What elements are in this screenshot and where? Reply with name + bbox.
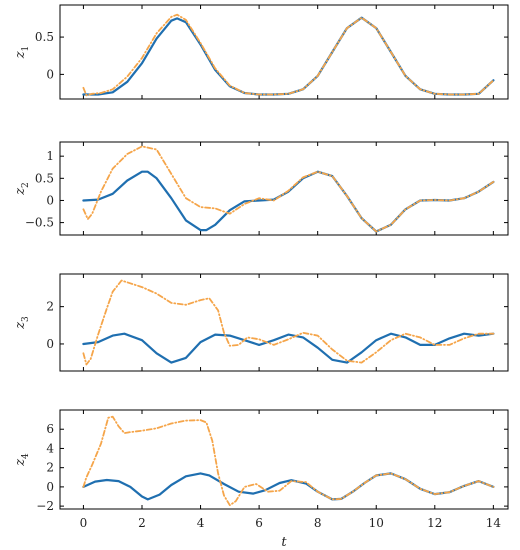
panel-3-ytick-label: 0 (46, 337, 54, 351)
panel-2-ylabel: z2 (13, 182, 31, 196)
panel-4-frame (59, 409, 509, 510)
panel-1-series-1-line (82, 16, 495, 96)
xtick-label: 10 (369, 516, 384, 530)
panel-1-ytick-label: 0 (46, 67, 54, 81)
panel-4-ytick-label: −2 (36, 499, 54, 513)
panel-2-frame (59, 141, 509, 236)
xtick-label: 0 (80, 516, 88, 530)
xtick-label: 4 (197, 516, 205, 530)
panel-3-ylabel: z3 (13, 316, 31, 330)
panel-3-frame (59, 273, 509, 372)
panel-4-ytick-label: 4 (46, 441, 54, 455)
panel-2-ytick-label: 0.5 (35, 171, 54, 185)
panel-1-ylabel: z1 (13, 46, 31, 60)
x-axis-label: t (281, 535, 287, 550)
panel-4-series-1-line (82, 472, 495, 501)
panel-2-ytick-label: 0 (46, 193, 54, 207)
xtick-label: 2 (138, 516, 146, 530)
panel-4-series-2-line (82, 415, 495, 507)
xtick-label: 12 (427, 516, 442, 530)
panel-1-frame (59, 4, 509, 100)
panel-2-ytick-label: 1 (46, 149, 54, 163)
panel-3-ytick-label: 2 (46, 300, 54, 314)
panel-4-ytick-label: 0 (46, 480, 54, 494)
xtick-label: 8 (314, 516, 322, 530)
panel-2-series-2-line (82, 145, 495, 233)
panel-4-ylabel: z4 (13, 453, 31, 467)
panel-4-ytick-label: 6 (46, 422, 54, 436)
panel-3-series-2-line (82, 279, 495, 366)
panel-4-ytick-label: 2 (46, 461, 54, 475)
panel-3-series-1-line (82, 332, 495, 364)
xtick-label: 6 (255, 516, 263, 530)
panel-2-ytick-label: −0.5 (25, 216, 54, 230)
xtick-label: 14 (486, 516, 502, 530)
panel-2-series-1-line (82, 170, 495, 233)
panel-1-ytick-label: 0.5 (35, 30, 54, 44)
panel-1-series-2-line (82, 13, 495, 97)
